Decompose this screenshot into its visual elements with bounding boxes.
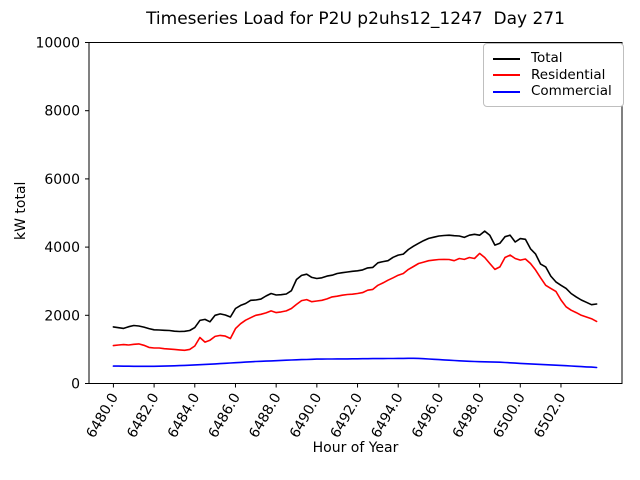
series-line-residential	[112, 252, 598, 352]
legend: Total Residential Commercial	[483, 43, 624, 107]
x-tick-label: 6502.0	[531, 391, 569, 441]
x-tick-label: 6482.0	[124, 391, 162, 441]
x-tick-label: 6498.0	[450, 391, 488, 441]
x-axis-label: Hour of Year	[312, 440, 399, 456]
series-line-commercial	[112, 357, 598, 369]
x-tick-label: 6496.0	[409, 391, 447, 441]
x-tick-label: 6488.0	[246, 391, 284, 441]
x-tick-label: 6500.0	[490, 391, 528, 441]
legend-label-commercial: Commercial	[531, 83, 612, 99]
legend-item-commercial: Commercial	[493, 84, 614, 99]
legend-item-residential: Residential	[493, 66, 614, 83]
chart-title: Timeseries Load for P2U p2uhs12_1247 Day…	[146, 9, 565, 29]
x-tick-label: 6480.0	[84, 391, 122, 441]
y-tick-label: 6000	[44, 172, 80, 188]
y-tick-label: 0	[71, 377, 80, 393]
series-line-total	[112, 230, 598, 333]
y-tick-label: 2000	[44, 308, 80, 324]
y-tick-label: 4000	[44, 240, 80, 256]
x-tick-label: 6484.0	[165, 391, 203, 441]
y-tick-label: 10000	[35, 36, 80, 52]
x-tick-label: 6486.0	[206, 391, 244, 441]
legend-line-commercial-icon	[493, 90, 520, 93]
legend-line-total-icon	[493, 57, 520, 60]
legend-label-residential: Residential	[531, 66, 606, 83]
x-tick-label: 6490.0	[287, 391, 325, 441]
legend-item-total: Total	[493, 51, 614, 66]
x-tick-label: 6492.0	[328, 391, 366, 441]
axes-frame	[88, 42, 623, 384]
y-tick-label: 8000	[44, 104, 80, 120]
legend-label-total: Total	[531, 50, 563, 66]
x-tick-label: 6494.0	[368, 391, 406, 441]
legend-line-residential-icon	[493, 74, 520, 76]
